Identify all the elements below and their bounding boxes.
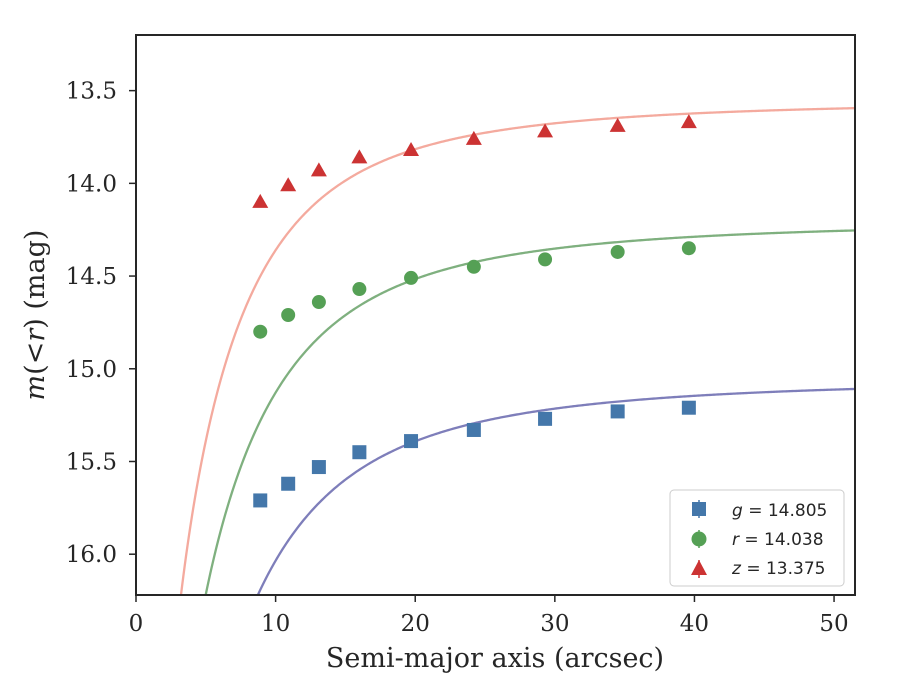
legend-marker-square xyxy=(692,502,706,516)
legend-entry-r: r = 14.038 xyxy=(691,530,824,550)
x-axis-ticks: 0 10 20 30 40 50 xyxy=(129,595,849,637)
y-tick-label: 14.0 xyxy=(66,171,117,197)
fit-curve-z xyxy=(179,106,855,595)
data-point-r xyxy=(352,282,367,297)
fit-curve-g xyxy=(256,387,855,595)
y-tick-label: 15.0 xyxy=(66,357,117,383)
legend-entry-g: g = 14.805 xyxy=(692,500,827,521)
data-point-r xyxy=(681,241,696,256)
legend-value-g: = 14.805 xyxy=(743,501,828,521)
data-point-z xyxy=(680,114,697,129)
data-point-r xyxy=(466,259,481,274)
y-axis-label-paren: (< xyxy=(20,342,51,375)
y-tick-label: 15.5 xyxy=(66,449,117,475)
data-point-z xyxy=(310,162,327,177)
data-point-g xyxy=(311,460,326,475)
data-point-z xyxy=(537,123,554,138)
x-tick-label: 30 xyxy=(540,611,569,637)
legend-var-g: g xyxy=(732,501,743,521)
y-axis-label-unit: ) (mag) xyxy=(20,230,51,329)
legend-label-g: g = 14.805 xyxy=(732,501,827,521)
legend-marker-triangle xyxy=(691,560,707,575)
fitted-curves xyxy=(179,106,855,595)
data-point-z xyxy=(351,149,368,164)
data-point-r xyxy=(253,324,268,339)
data-point-r xyxy=(610,244,625,259)
fit-curve-r xyxy=(204,229,855,595)
data-point-g xyxy=(404,434,419,449)
data-point-g xyxy=(253,493,268,508)
y-tick-label: 13.5 xyxy=(66,79,117,105)
x-tick-label: 20 xyxy=(401,611,430,637)
legend-marker-circle xyxy=(691,531,707,547)
x-tick-label: 0 xyxy=(129,611,144,637)
data-point-z xyxy=(403,141,420,156)
y-axis-label: m(<r) (mag) xyxy=(20,230,51,401)
legend-value-z: = 13.375 xyxy=(741,559,826,579)
y-axis-label-variable: r xyxy=(20,327,51,342)
y-axis-label-symbol: m xyxy=(20,375,51,401)
x-axis-label: Semi-major axis (arcsec) xyxy=(326,643,664,674)
data-point-z xyxy=(280,177,297,192)
data-point-g xyxy=(466,422,481,437)
plot-frame xyxy=(135,34,856,596)
data-point-z xyxy=(609,117,626,132)
legend-var-z: z xyxy=(731,559,742,579)
data-point-g xyxy=(352,445,367,460)
data-point-r xyxy=(281,308,296,322)
data-markers xyxy=(252,114,697,508)
data-point-r xyxy=(538,252,553,267)
legend-label-r: r = 14.038 xyxy=(732,530,824,550)
data-point-g xyxy=(281,476,296,491)
data-point-r xyxy=(311,295,326,310)
data-point-g xyxy=(538,411,553,426)
y-tick-label: 14.5 xyxy=(66,264,117,290)
legend-label-z: z = 13.375 xyxy=(731,559,825,579)
legend-box xyxy=(669,489,845,587)
data-point-z xyxy=(465,130,482,145)
legend-var-r: r xyxy=(732,530,740,550)
legend-entry-z: z = 13.375 xyxy=(691,559,825,579)
data-point-r xyxy=(404,270,419,285)
data-point-z xyxy=(252,193,269,208)
data-point-g xyxy=(681,400,696,415)
data-point-g xyxy=(610,404,625,419)
x-tick-label: 40 xyxy=(680,611,709,637)
x-tick-label: 10 xyxy=(261,611,290,637)
y-tick-label: 16.0 xyxy=(66,542,117,568)
legend-value-r: = 14.038 xyxy=(739,530,824,550)
legend: g = 14.805 r = 14.038 z = 13.375 xyxy=(669,489,845,587)
x-tick-label: 50 xyxy=(819,611,848,637)
y-axis-ticks: 13.5 14.0 14.5 15.0 15.5 16.0 xyxy=(66,79,136,568)
